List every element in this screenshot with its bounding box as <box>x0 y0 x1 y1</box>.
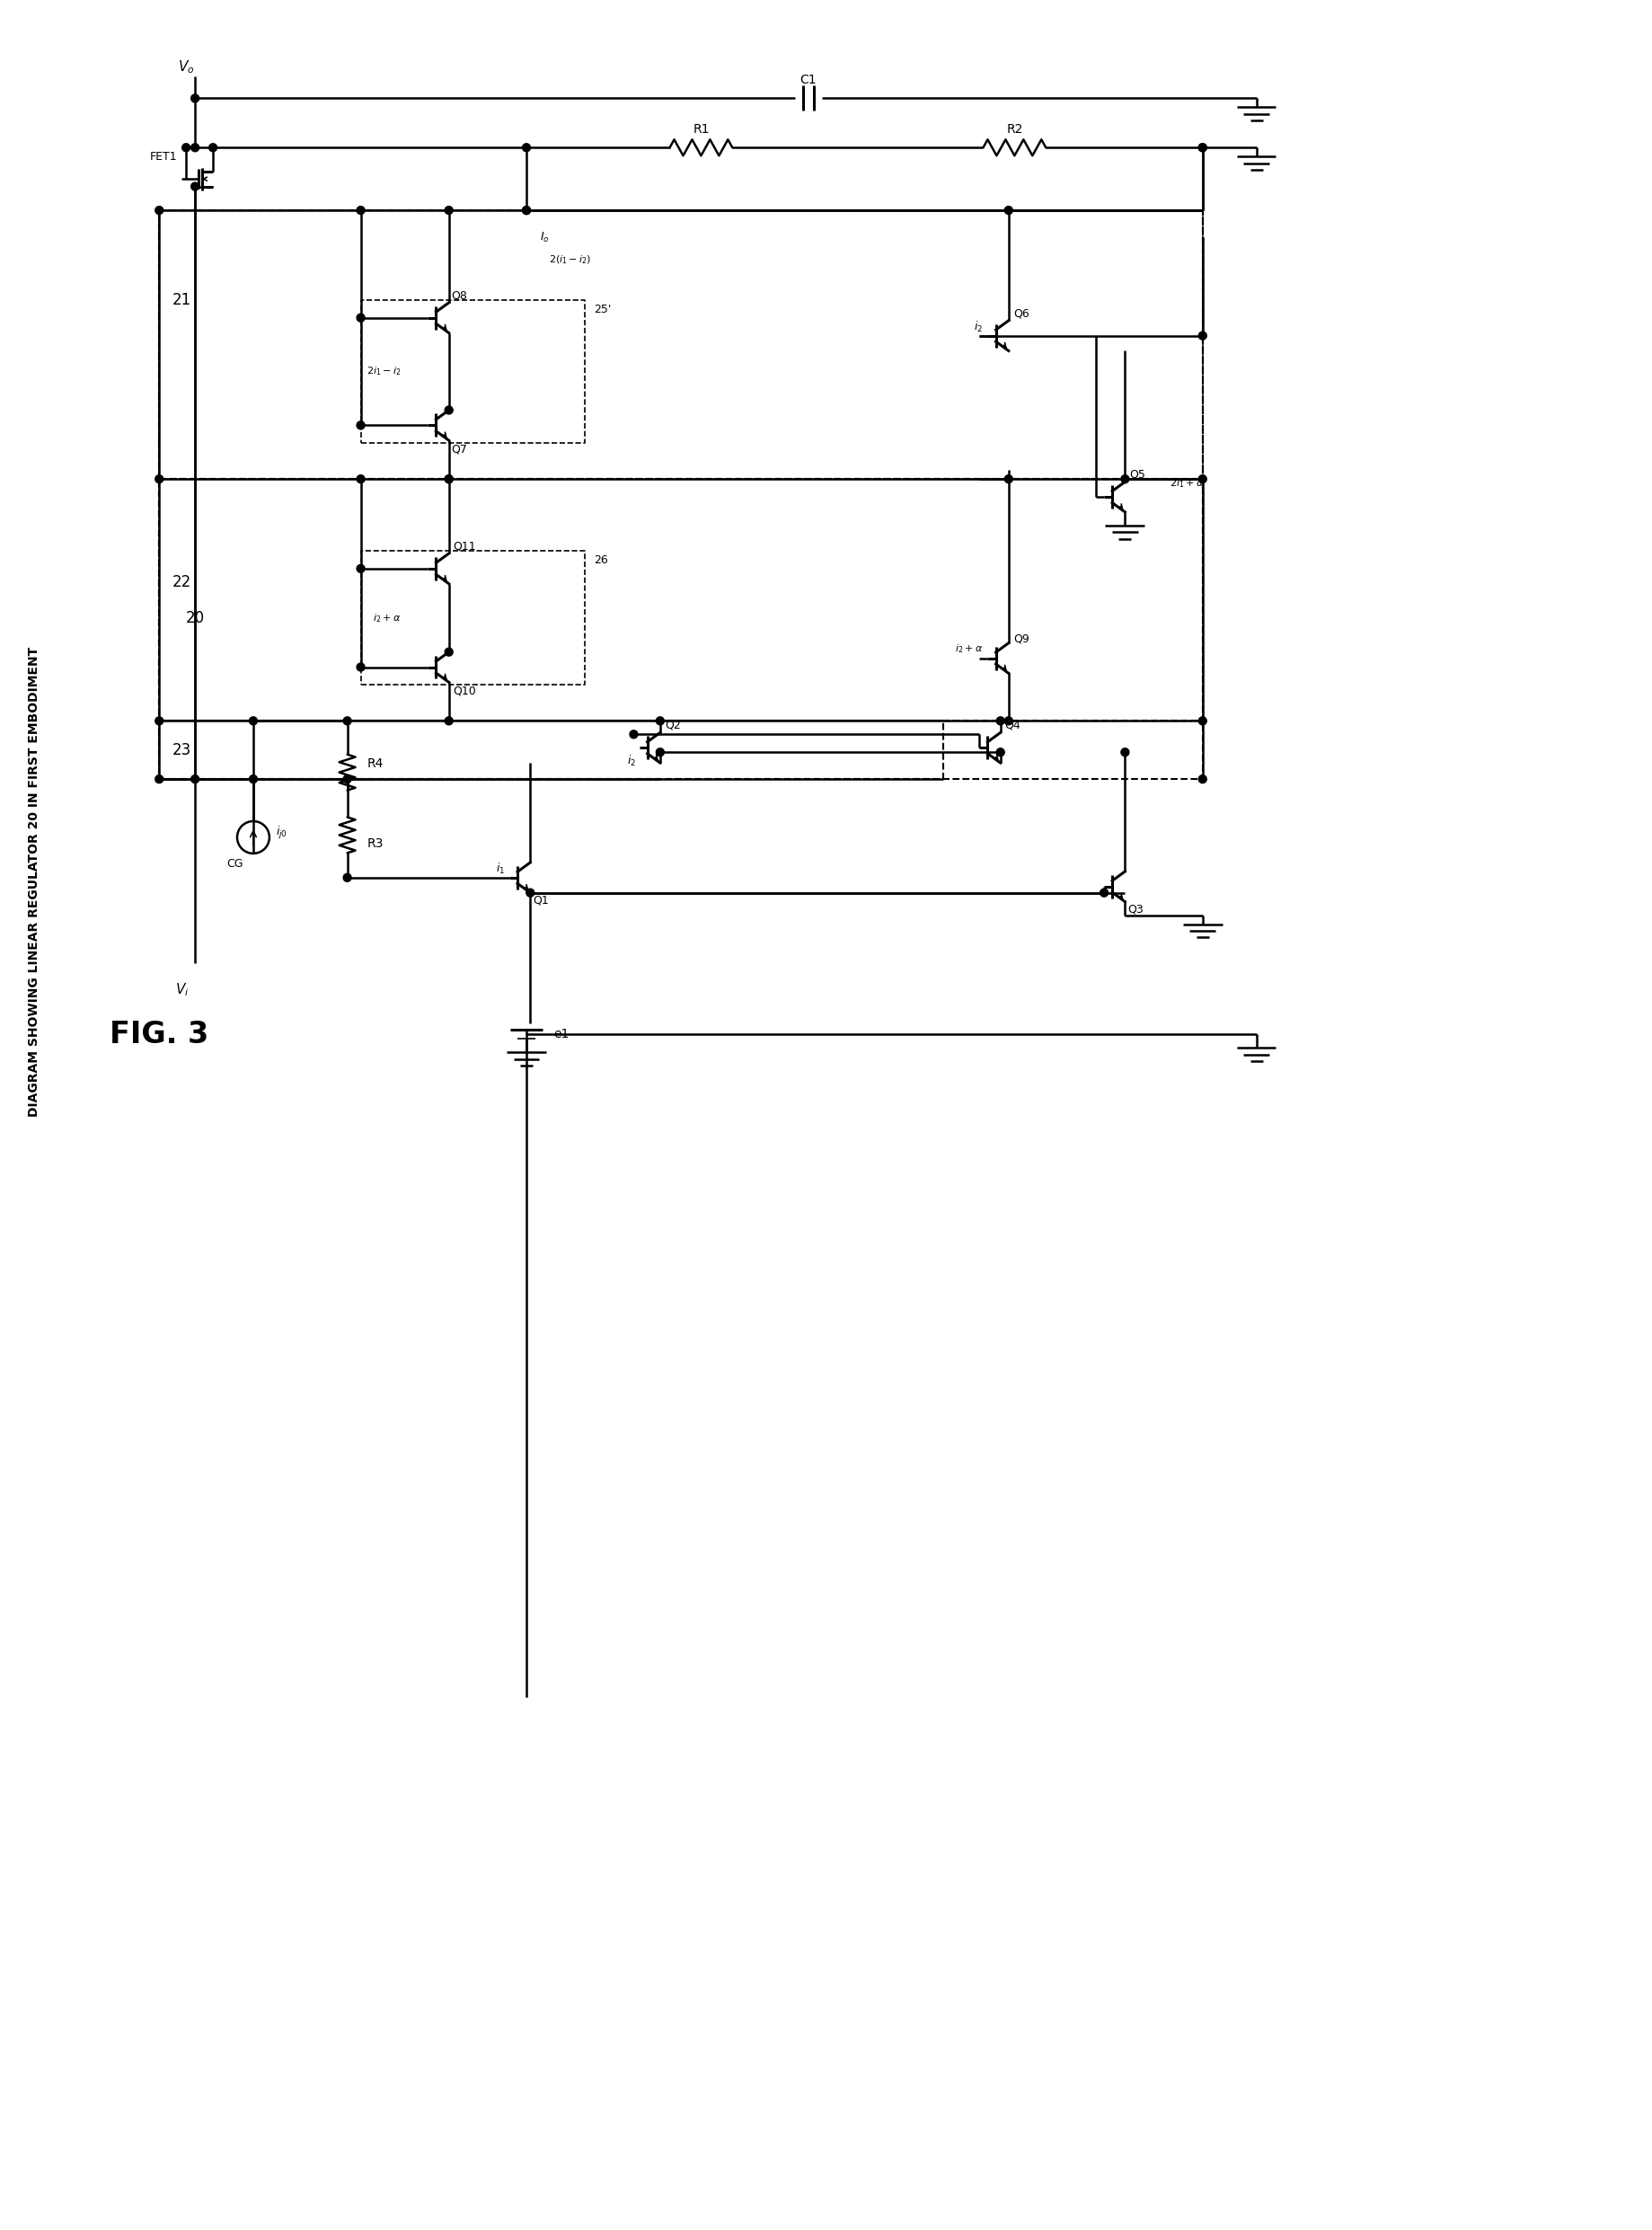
Text: $i_1$: $i_1$ <box>496 861 504 876</box>
Circle shape <box>525 890 534 896</box>
Text: FIG. 3: FIG. 3 <box>111 1019 208 1048</box>
Circle shape <box>656 716 664 725</box>
Text: e1: e1 <box>553 1028 568 1041</box>
Text: 25': 25' <box>593 303 611 314</box>
Circle shape <box>522 205 530 214</box>
Text: $2i_1-i_2$: $2i_1-i_2$ <box>367 366 401 377</box>
Text: 23: 23 <box>172 743 192 758</box>
Circle shape <box>357 205 365 214</box>
Circle shape <box>357 475 365 484</box>
Circle shape <box>629 729 638 738</box>
Circle shape <box>192 776 198 783</box>
Text: 20: 20 <box>187 609 205 627</box>
Circle shape <box>357 421 365 430</box>
Circle shape <box>444 475 453 484</box>
Circle shape <box>1004 716 1013 725</box>
Text: 26: 26 <box>593 555 608 566</box>
Circle shape <box>444 205 453 214</box>
Circle shape <box>357 564 365 573</box>
Text: CG: CG <box>226 859 243 870</box>
Text: $I_o$: $I_o$ <box>540 230 548 243</box>
Text: Q11: Q11 <box>453 540 476 553</box>
Circle shape <box>1198 716 1206 725</box>
Circle shape <box>357 662 365 671</box>
Text: Q1: Q1 <box>532 894 548 905</box>
Text: $2(i_1-i_2)$: $2(i_1-i_2)$ <box>548 254 591 265</box>
Text: R4: R4 <box>367 758 383 769</box>
Circle shape <box>656 749 664 756</box>
Circle shape <box>1100 890 1107 896</box>
Circle shape <box>182 143 190 152</box>
Text: R2: R2 <box>1006 123 1023 136</box>
Circle shape <box>1120 749 1128 756</box>
Circle shape <box>1198 143 1206 152</box>
Circle shape <box>996 716 1004 725</box>
Circle shape <box>344 874 352 881</box>
Text: Q4: Q4 <box>1004 720 1021 731</box>
Text: Q6: Q6 <box>1013 308 1029 319</box>
Text: Q5: Q5 <box>1128 468 1145 479</box>
Text: Q3: Q3 <box>1127 903 1143 914</box>
Text: $V_o$: $V_o$ <box>178 58 195 76</box>
Circle shape <box>1120 475 1128 484</box>
Circle shape <box>444 716 453 725</box>
Text: Q10: Q10 <box>453 685 476 698</box>
Circle shape <box>155 776 164 783</box>
Circle shape <box>344 776 352 783</box>
Circle shape <box>444 406 453 415</box>
Circle shape <box>155 475 164 484</box>
Circle shape <box>996 749 1004 756</box>
Text: Q2: Q2 <box>664 720 681 731</box>
Text: R1: R1 <box>692 123 709 136</box>
Text: Q7: Q7 <box>451 444 468 455</box>
Text: $i_2$: $i_2$ <box>628 754 636 769</box>
Text: C1: C1 <box>800 74 816 87</box>
Text: $i_2+\alpha$: $i_2+\alpha$ <box>373 611 401 624</box>
Circle shape <box>344 716 352 725</box>
Circle shape <box>522 205 530 214</box>
Circle shape <box>1004 475 1013 484</box>
Circle shape <box>155 205 164 214</box>
Circle shape <box>522 143 530 152</box>
Text: 22: 22 <box>172 573 192 591</box>
Circle shape <box>1198 475 1206 484</box>
Circle shape <box>1198 332 1206 339</box>
Text: $2i_1+\alpha$: $2i_1+\alpha$ <box>1170 477 1204 491</box>
Circle shape <box>208 143 216 152</box>
Text: DIAGRAM SHOWING LINEAR REGULATOR 20 IN FIRST EMBODIMENT: DIAGRAM SHOWING LINEAR REGULATOR 20 IN F… <box>28 647 40 1117</box>
Text: R3: R3 <box>367 838 383 850</box>
Circle shape <box>155 716 164 725</box>
Circle shape <box>249 776 258 783</box>
Circle shape <box>1198 143 1206 152</box>
Circle shape <box>192 183 198 190</box>
Text: $i_2+\alpha$: $i_2+\alpha$ <box>955 642 983 656</box>
Circle shape <box>444 475 453 484</box>
Circle shape <box>1198 776 1206 783</box>
Text: 21: 21 <box>172 292 192 308</box>
Text: Q9: Q9 <box>1013 633 1029 644</box>
Circle shape <box>1004 205 1013 214</box>
Text: $i_{j0}$: $i_{j0}$ <box>276 825 287 841</box>
Text: Q8: Q8 <box>451 290 468 301</box>
Text: $V_i$: $V_i$ <box>175 981 188 999</box>
Circle shape <box>444 649 453 656</box>
Text: FET1: FET1 <box>150 152 177 163</box>
Circle shape <box>357 314 365 321</box>
Circle shape <box>249 716 258 725</box>
Circle shape <box>192 143 198 152</box>
Text: $i_2$: $i_2$ <box>973 319 983 334</box>
Circle shape <box>192 94 198 103</box>
